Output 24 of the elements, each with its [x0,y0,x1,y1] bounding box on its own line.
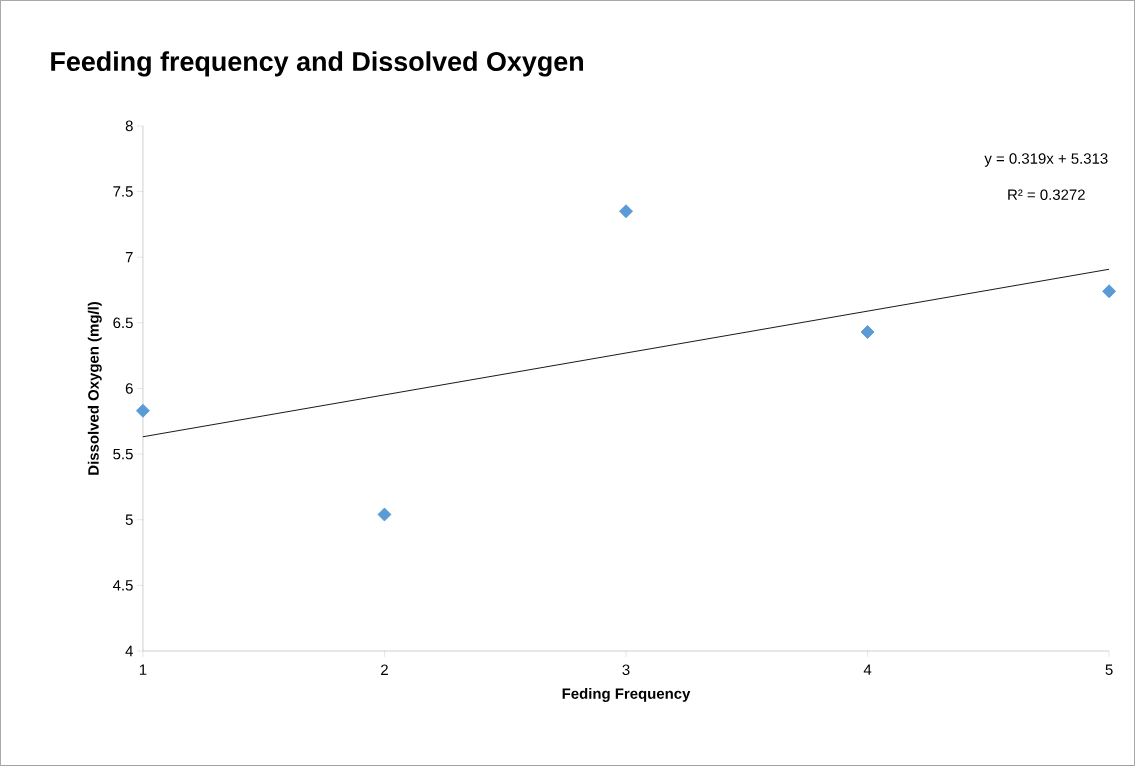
y-tick-label: 4.5 [112,580,133,591]
point [619,204,633,219]
point [377,507,392,522]
x-axis-title: Feding Frequency [562,687,691,702]
y-axis-title: Dissolved Oxygen (mg/l) [87,302,102,475]
y-tick-label: 5.5 [113,448,133,460]
point [860,325,875,339]
point [135,403,150,418]
y-tick-label: 4 [125,645,133,657]
y-tick-label: 5 [125,514,133,525]
x-tick-label: 2 [381,664,388,675]
point [1102,284,1117,299]
y-tick-label: 6.5 [113,317,133,329]
annotation: y = 0.319x + 5.313 [984,153,1108,167]
y-tick-label: 6 [125,383,133,394]
y-tick-label: 7.5 [113,186,133,197]
x-tick-label: 3 [622,664,630,676]
y-tick-label: 8 [125,120,133,132]
annotation: R² = 0.3272 [1008,189,1085,201]
chart-title: Feeding frequency and Dissolved Oxygen [51,51,583,77]
y-tick-label: 7 [125,252,133,263]
x-tick-label: 5 [1105,664,1113,675]
x-tick-label: 4 [863,664,872,675]
x-tick-label: 1 [139,664,147,675]
